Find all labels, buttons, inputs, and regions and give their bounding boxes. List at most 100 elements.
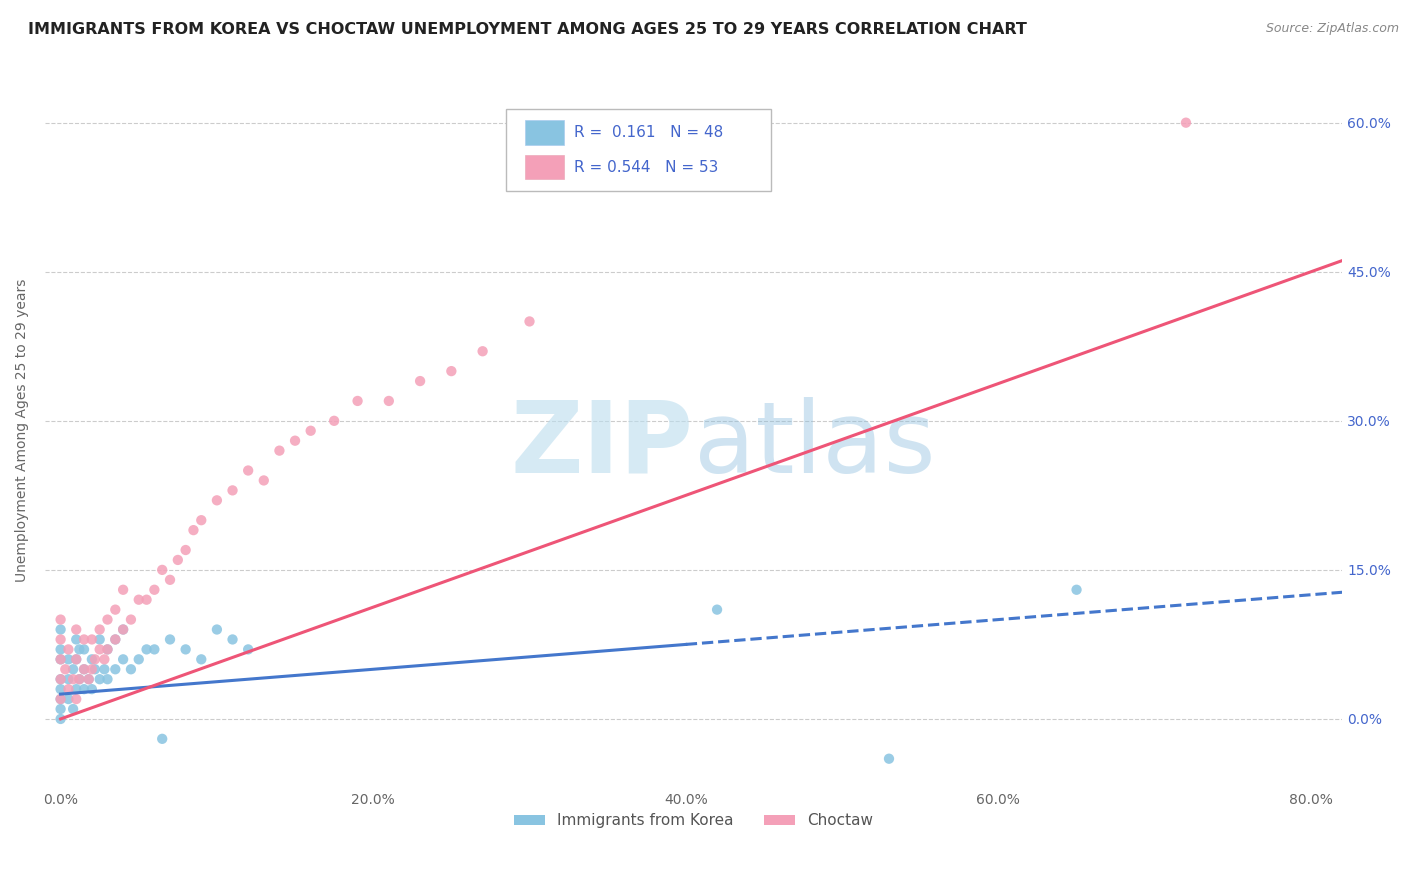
Point (65, 652, 87, 666)
Point (104, 662, 127, 676)
Point (150, 731, 173, 746)
Point (49, 692, 72, 706)
Point (89, 632, 111, 647)
Point (104, 632, 127, 647)
Point (53, 662, 76, 676)
Point (1175, 116, 1198, 130)
Point (73, 662, 96, 676)
Point (49, 702, 72, 716)
Point (112, 652, 135, 666)
Point (159, 632, 181, 647)
Point (120, 613, 142, 627)
Point (299, 424, 322, 438)
Point (96, 642, 118, 657)
Point (49, 682, 72, 697)
Point (65, 632, 87, 647)
Point (65, 652, 87, 666)
Text: R =  0.161   N = 48: R = 0.161 N = 48 (574, 125, 724, 140)
Point (49, 623, 72, 637)
Point (73, 632, 96, 647)
Text: Source: ZipAtlas.com: Source: ZipAtlas.com (1265, 22, 1399, 36)
Point (89, 672, 111, 686)
Point (112, 623, 135, 637)
Bar (524, 120, 564, 145)
Point (128, 592, 150, 607)
Point (77, 672, 100, 686)
Point (174, 642, 197, 657)
Point (174, 543, 197, 558)
Point (471, 344, 494, 359)
Point (89, 623, 111, 637)
Point (190, 513, 212, 527)
Point (378, 393, 401, 408)
Point (104, 632, 127, 647)
Bar (524, 155, 564, 179)
Point (80, 682, 103, 697)
Point (73, 662, 96, 676)
Point (93, 652, 115, 666)
Point (77, 672, 100, 686)
Point (65, 692, 87, 706)
Point (58, 672, 80, 686)
Point (93, 662, 115, 676)
Point (183, 523, 205, 537)
Text: R = 0.544   N = 53: R = 0.544 N = 53 (574, 160, 718, 175)
Point (519, 314, 541, 328)
Point (150, 563, 173, 577)
Point (67, 672, 90, 686)
Point (143, 582, 166, 597)
Point (128, 652, 150, 666)
Point (84, 652, 107, 666)
Point (96, 672, 118, 686)
Point (58, 652, 80, 666)
Point (62, 702, 84, 716)
Point (221, 483, 243, 498)
Point (58, 692, 80, 706)
Point (65, 623, 87, 637)
Point (159, 573, 181, 587)
Text: atlas: atlas (693, 397, 935, 493)
Point (49, 672, 72, 686)
Text: ZIP: ZIP (510, 397, 693, 493)
Point (877, 752, 900, 766)
Point (253, 474, 276, 488)
Point (58, 682, 80, 697)
Point (166, 553, 188, 567)
Point (49, 632, 72, 647)
Point (120, 662, 142, 676)
Point (80, 652, 103, 666)
Point (269, 443, 291, 458)
Point (284, 434, 307, 448)
Point (49, 672, 72, 686)
Point (1066, 582, 1088, 597)
Point (67, 672, 90, 686)
Point (135, 642, 157, 657)
Point (238, 463, 260, 477)
Point (190, 652, 212, 666)
Point (112, 623, 135, 637)
Point (73, 642, 96, 657)
Text: IMMIGRANTS FROM KOREA VS CHOCTAW UNEMPLOYMENT AMONG AGES 25 TO 29 YEARS CORRELAT: IMMIGRANTS FROM KOREA VS CHOCTAW UNEMPLO… (28, 22, 1026, 37)
Point (440, 364, 463, 378)
Point (73, 682, 96, 697)
Point (346, 393, 368, 408)
Point (49, 652, 72, 666)
Point (49, 642, 72, 657)
Point (205, 623, 228, 637)
Point (62, 672, 84, 686)
Point (84, 662, 107, 676)
Point (96, 613, 118, 627)
Point (65, 682, 87, 697)
Point (706, 602, 728, 616)
Legend: Immigrants from Korea, Choctaw: Immigrants from Korea, Choctaw (508, 807, 879, 835)
Point (104, 602, 127, 616)
Point (58, 642, 80, 657)
Point (49, 652, 72, 666)
Point (89, 642, 111, 657)
Y-axis label: Unemployment Among Ages 25 to 29 years: Unemployment Among Ages 25 to 29 years (15, 279, 30, 582)
Point (49, 712, 72, 726)
FancyBboxPatch shape (506, 109, 772, 191)
Point (135, 592, 157, 607)
Point (409, 374, 432, 388)
Point (323, 414, 346, 428)
